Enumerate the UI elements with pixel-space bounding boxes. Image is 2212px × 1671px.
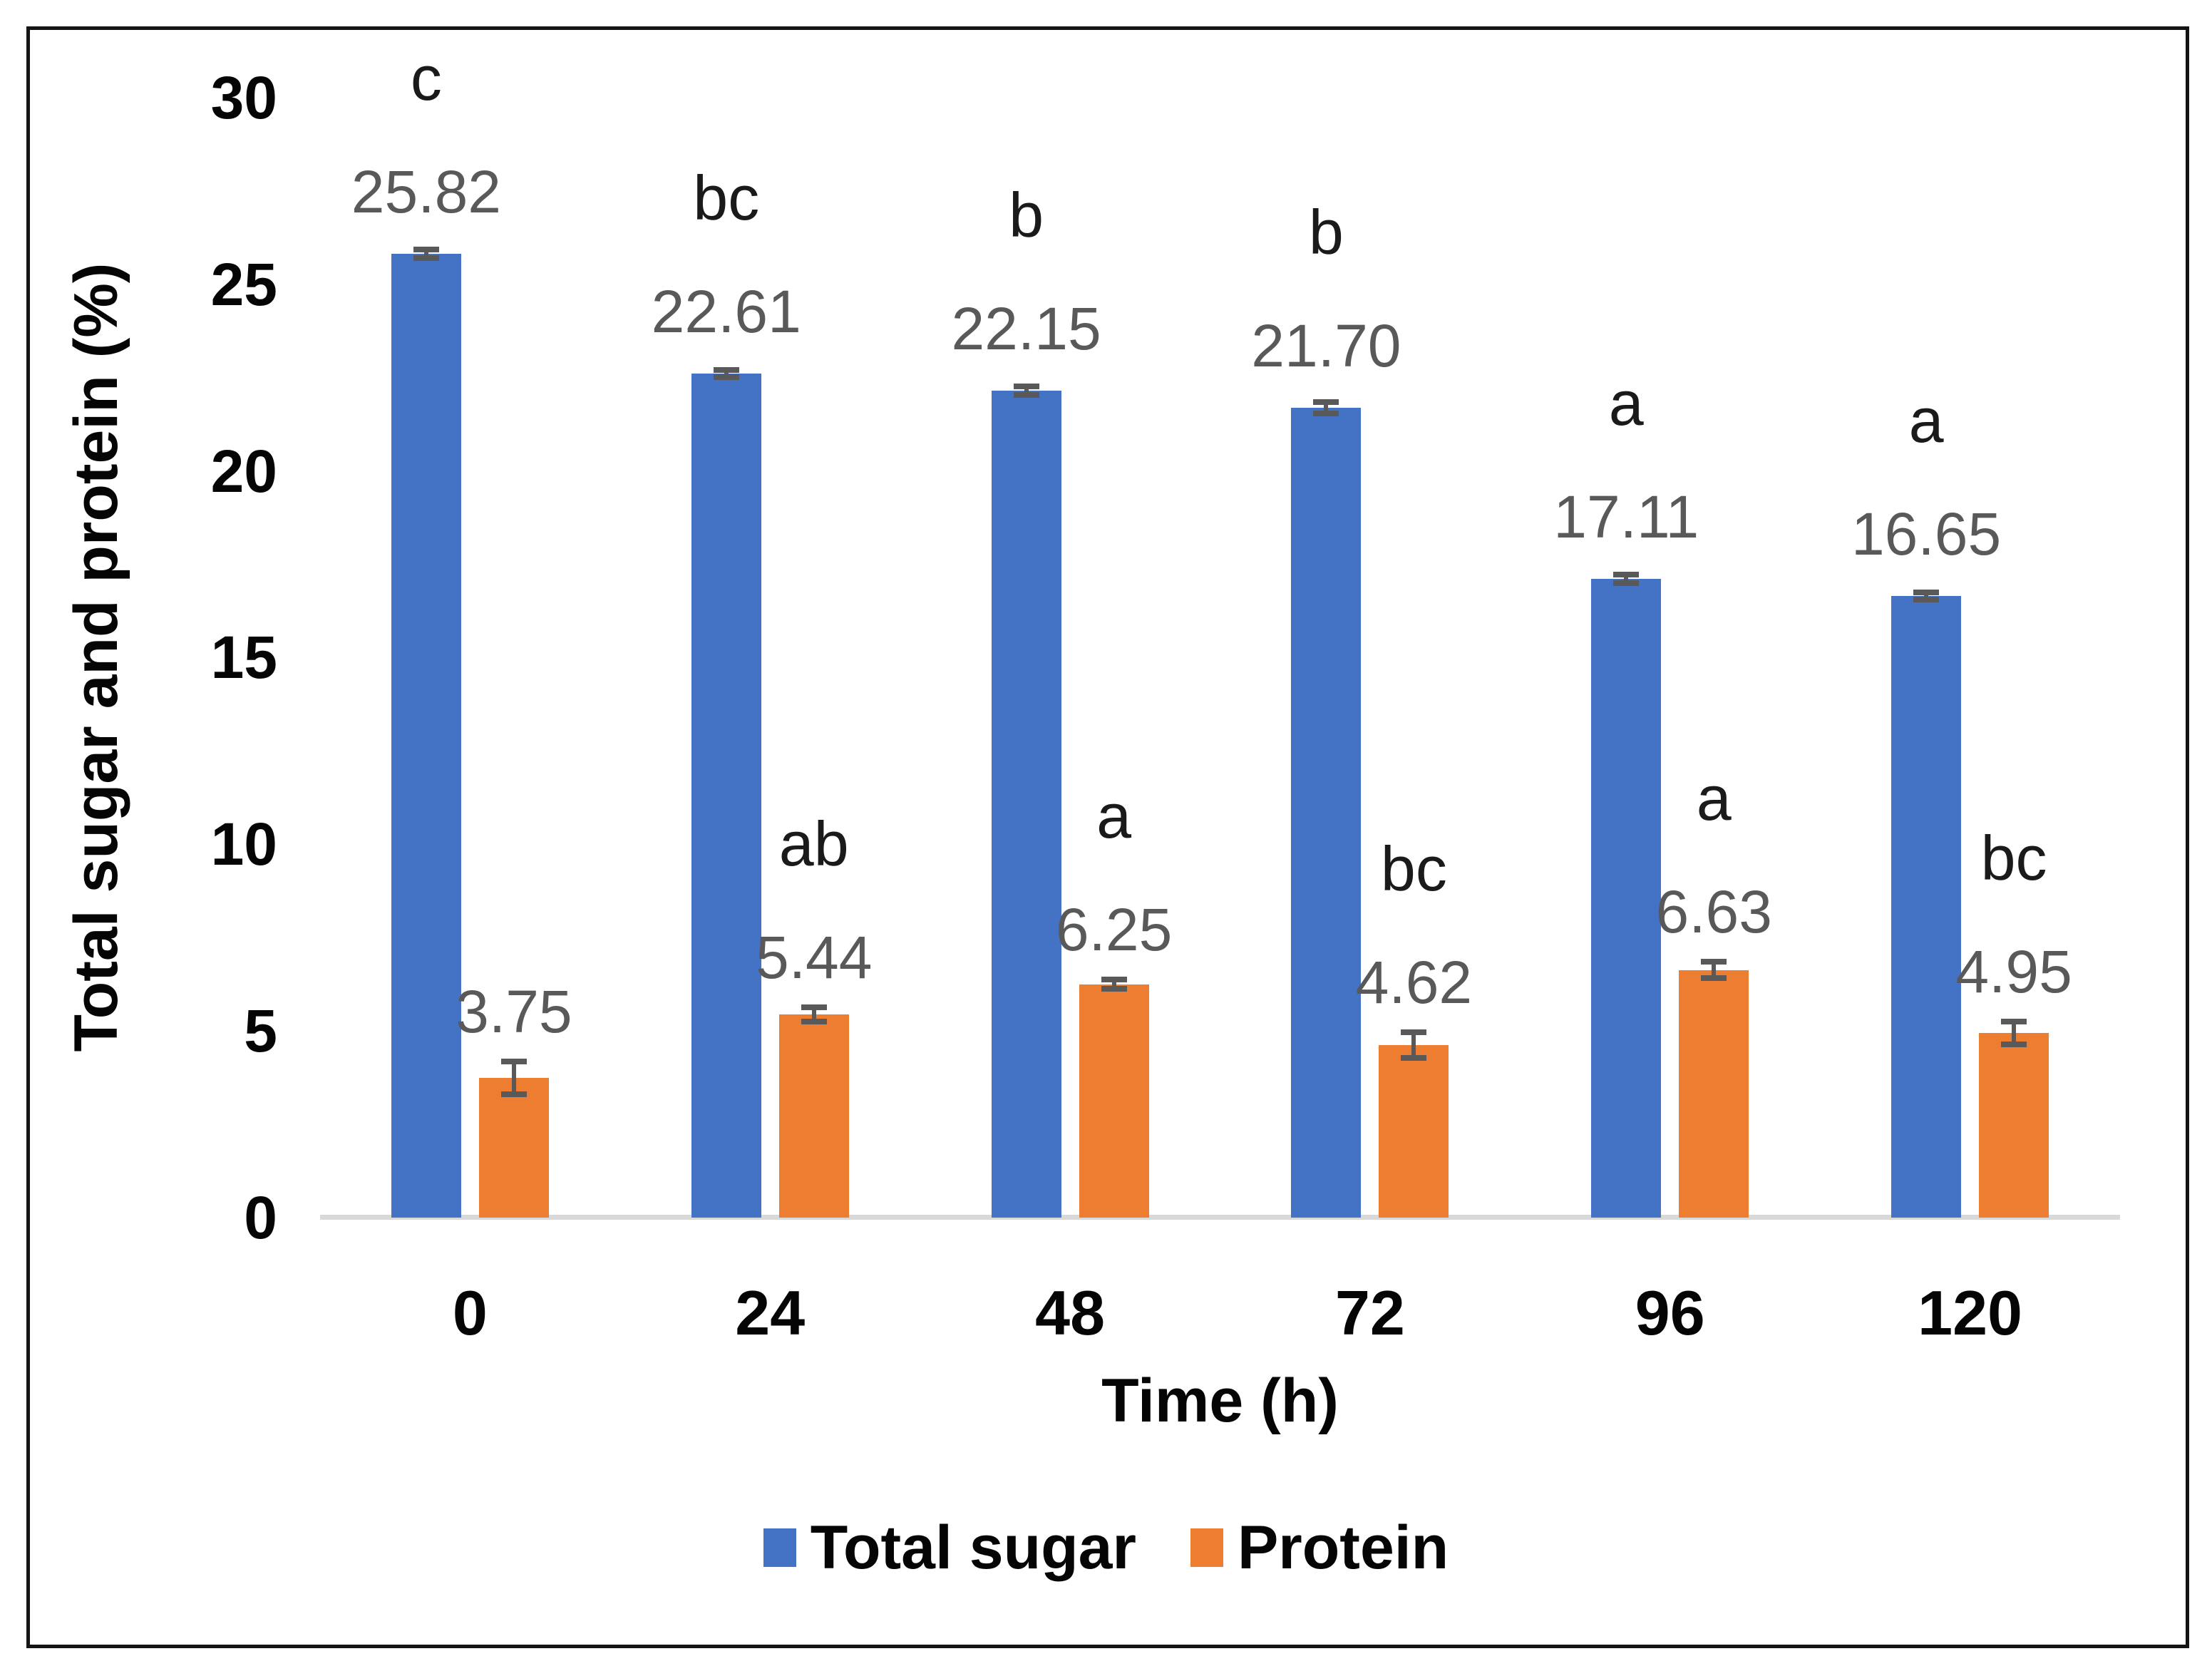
error-bar-top-cap [413, 246, 439, 252]
significance-letter: bc [693, 162, 760, 233]
significance-letter: a [1908, 385, 1944, 456]
error-bar-whisker [1624, 574, 1629, 584]
error-bar-whisker [1712, 962, 1717, 979]
significance-letter: b [1308, 196, 1344, 267]
error-bar-bottom-cap [500, 1091, 527, 1097]
error-bar-bottom-cap [1401, 1055, 1427, 1061]
bar-total-sugar [391, 253, 461, 1218]
error-bar-top-cap [1313, 399, 1339, 405]
error-bar-top-cap [1613, 571, 1640, 577]
x-tick-label: 24 [735, 1277, 806, 1348]
bar-protein [1379, 1045, 1449, 1218]
significance-letter: a [1608, 368, 1644, 439]
protein-swatch-icon [1190, 1528, 1223, 1567]
legend-label-protein: Protein [1237, 1513, 1449, 1582]
error-bar-bottom-cap [2001, 1041, 2027, 1047]
value-label: 4.95 [1955, 938, 2072, 1006]
chart-frame [26, 26, 2189, 1648]
value-label: 4.62 [1355, 948, 1473, 1016]
error-bar-top-cap [1401, 1029, 1427, 1035]
bar-total-sugar [1891, 596, 1962, 1218]
error-bar-top-cap [801, 1004, 827, 1011]
error-bar-bottom-cap [1913, 597, 1940, 603]
bar-protein [1679, 970, 1749, 1218]
bar-protein [478, 1077, 549, 1218]
bar-total-sugar [1591, 579, 1662, 1218]
error-bar-whisker [811, 1007, 816, 1022]
error-bar-top-cap [1013, 383, 1039, 389]
error-bar-top-cap [1701, 959, 1727, 965]
value-label: 21.70 [1251, 312, 1401, 379]
error-bar-whisker [1024, 386, 1029, 396]
error-bar-bottom-cap [1613, 580, 1640, 587]
error-bar-bottom-cap [1313, 410, 1339, 416]
error-bar-bottom-cap [413, 255, 439, 262]
bar-protein [1979, 1032, 2049, 1218]
x-tick-label: 0 [452, 1277, 488, 1348]
significance-letter: ab [778, 808, 849, 880]
value-label: 22.15 [951, 295, 1101, 363]
bar-total-sugar [991, 391, 1061, 1218]
value-label: 5.44 [756, 924, 873, 992]
x-tick-label: 96 [1635, 1277, 1705, 1348]
legend: Total sugar Protein [0, 1517, 2212, 1578]
significance-letter: a [1096, 781, 1132, 852]
error-bar-whisker [1924, 592, 1929, 600]
error-bar-bottom-cap [713, 374, 739, 381]
error-bar-top-cap [1913, 589, 1940, 595]
significance-letter: bc [1380, 833, 1447, 904]
error-bar-whisker [1324, 401, 1329, 413]
error-bar-whisker [1111, 980, 1116, 989]
legend-item-total-sugar: Total sugar [763, 1517, 1136, 1578]
y-tick-label: 0 [244, 1184, 277, 1251]
error-bar-top-cap [713, 366, 739, 373]
y-tick-label: 25 [210, 250, 277, 318]
significance-letter: b [1009, 180, 1044, 251]
error-bar-whisker [423, 249, 428, 259]
error-bar-whisker [724, 369, 729, 378]
plot-area: 25.82 c 22.61 bc 22.15 b 21.70 b 17.11 a 16.65 a 3.7… [320, 42, 2120, 1220]
bar-protein [1079, 984, 1149, 1218]
bar-protein [778, 1014, 849, 1218]
x-tick-label: 72 [1334, 1277, 1405, 1348]
error-bar-bottom-cap [1101, 986, 1127, 992]
error-bar-top-cap [500, 1058, 527, 1064]
bar-total-sugar [1291, 407, 1362, 1218]
significance-letter: c [410, 42, 442, 113]
x-axis-title: Time (h) [1101, 1367, 1339, 1435]
total-sugar-swatch-icon [763, 1528, 796, 1567]
error-bar-bottom-cap [1701, 975, 1727, 982]
error-bar-top-cap [1101, 977, 1127, 983]
x-axis-line [320, 1215, 2120, 1220]
error-bar-whisker [1411, 1032, 1416, 1059]
significance-letter: a [1696, 763, 1732, 834]
y-tick-label: 30 [210, 63, 277, 131]
y-tick-label: 10 [210, 811, 277, 878]
value-label: 17.11 [1553, 483, 1699, 551]
y-tick-label: 5 [244, 997, 277, 1065]
error-bar-whisker [2012, 1022, 2017, 1044]
value-label: 22.61 [651, 277, 801, 345]
x-tick-label: 48 [1035, 1277, 1106, 1348]
y-tick-label: 20 [210, 437, 277, 505]
value-label: 6.63 [1655, 878, 1773, 946]
legend-item-protein: Protein [1190, 1517, 1449, 1578]
y-tick-label: 15 [210, 624, 277, 691]
value-label: 6.25 [1055, 896, 1173, 964]
error-bar-bottom-cap [1013, 392, 1039, 399]
y-axis-title: Total sugar and protein (%) [62, 262, 130, 1052]
error-bar-bottom-cap [801, 1019, 827, 1025]
bar-total-sugar [691, 373, 761, 1218]
error-bar-whisker [511, 1061, 516, 1094]
value-label: 3.75 [456, 977, 572, 1045]
value-label: 16.65 [1851, 500, 2002, 568]
significance-letter: bc [1980, 823, 2047, 894]
error-bar-top-cap [2001, 1019, 2027, 1025]
legend-label-total-sugar: Total sugar [810, 1513, 1136, 1582]
x-tick-label: 120 [1918, 1277, 2022, 1348]
value-label: 25.82 [351, 158, 502, 225]
